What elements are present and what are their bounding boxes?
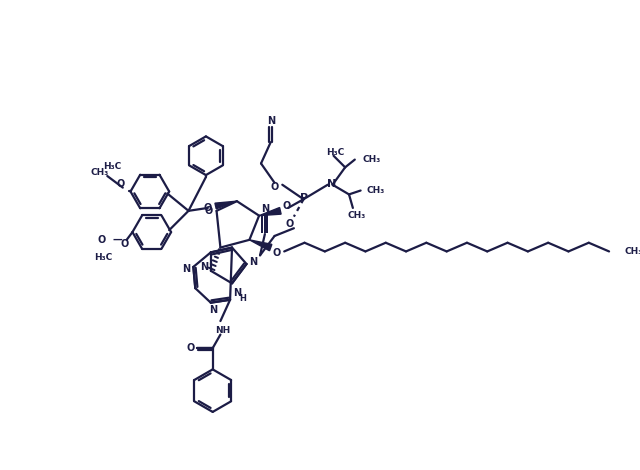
Text: N: N — [182, 264, 191, 274]
Text: O: O — [186, 343, 195, 353]
Text: CH₃: CH₃ — [625, 247, 640, 256]
Text: N: N — [261, 204, 269, 214]
Text: O: O — [271, 182, 278, 192]
Text: O: O — [120, 239, 129, 249]
Text: O: O — [116, 179, 125, 189]
Text: N: N — [327, 179, 336, 189]
Text: NH: NH — [215, 326, 230, 335]
Text: N: N — [209, 306, 217, 315]
Polygon shape — [215, 201, 237, 209]
Text: P: P — [300, 193, 308, 203]
Text: CH₃: CH₃ — [362, 155, 381, 164]
Text: H₃C: H₃C — [104, 162, 122, 171]
Text: O: O — [205, 206, 213, 216]
Text: N: N — [249, 257, 257, 267]
Polygon shape — [259, 208, 281, 216]
Text: O: O — [273, 248, 280, 259]
Polygon shape — [250, 240, 272, 251]
Text: O: O — [204, 203, 212, 213]
Text: —: — — [112, 235, 122, 245]
Text: CH₃: CH₃ — [348, 211, 366, 220]
Text: CH₃: CH₃ — [367, 186, 385, 195]
Text: O: O — [97, 235, 106, 245]
Text: N: N — [200, 262, 208, 272]
Text: H₃C: H₃C — [326, 149, 344, 157]
Text: N: N — [233, 288, 241, 298]
Text: O: O — [282, 201, 291, 211]
Text: H₃C: H₃C — [94, 253, 113, 262]
Text: H: H — [239, 294, 246, 303]
Text: N: N — [267, 116, 275, 126]
Text: O: O — [286, 219, 294, 229]
Text: CH₃: CH₃ — [90, 168, 109, 177]
